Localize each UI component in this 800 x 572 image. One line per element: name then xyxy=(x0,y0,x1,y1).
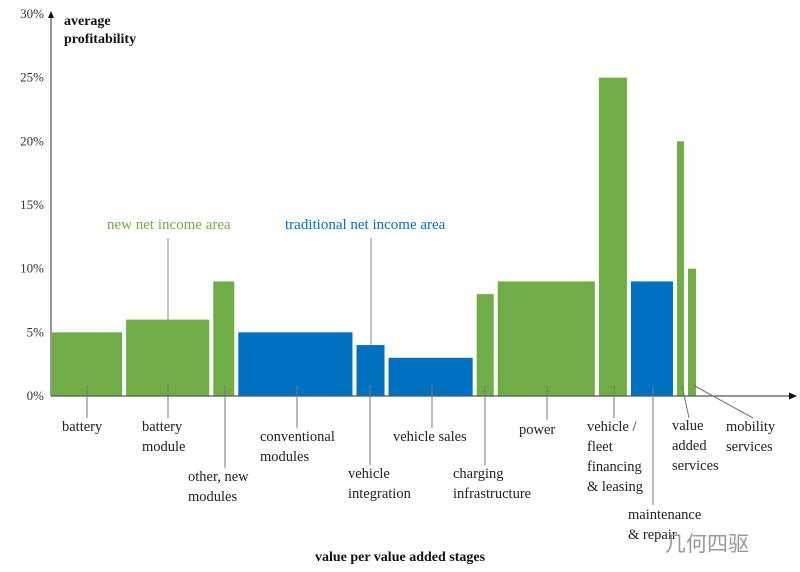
annotation-new: new net income area xyxy=(107,217,231,233)
x-category-label: power xyxy=(519,422,555,438)
y-tick-label: 5% xyxy=(27,324,45,339)
bar-charging-infrastructure xyxy=(476,294,494,396)
bar-vehicle-fleet-financing-leasing xyxy=(598,77,627,397)
x-category-label: vehicle / xyxy=(587,419,637,435)
y-tick-label: 20% xyxy=(20,133,44,148)
bar-vehicle-sales xyxy=(388,357,473,396)
y-tick-label: 0% xyxy=(27,388,45,403)
bar-battery-module xyxy=(126,319,210,396)
y-axis-label-line1: average xyxy=(64,14,111,29)
bar-other-new-modules xyxy=(213,281,235,396)
bar-maintenance-repair xyxy=(630,281,673,396)
x-category-label: & repair xyxy=(628,527,677,543)
x-axis-arrow xyxy=(789,392,797,400)
y-axis-arrow xyxy=(48,11,54,18)
y-tick-label: 10% xyxy=(20,261,44,276)
x-category-label: services xyxy=(672,458,719,474)
bar-power xyxy=(497,281,595,396)
y-axis-label-line2: profitability xyxy=(64,32,136,47)
x-category-label: vehicle sales xyxy=(393,429,467,445)
bar-value-added-services xyxy=(676,141,684,396)
y-tick-label: 15% xyxy=(20,197,44,212)
x-category-label: maintenance xyxy=(628,507,701,523)
x-category-label: & leasing xyxy=(587,479,643,495)
x-category-label: battery xyxy=(142,419,183,435)
x-category-label: fleet xyxy=(587,439,613,455)
x-category-label: battery xyxy=(62,419,103,435)
leader-line xyxy=(692,384,754,419)
x-axis-label: value per value added stages xyxy=(315,550,486,565)
x-category-label: value xyxy=(672,418,703,434)
x-category-label: vehicle xyxy=(348,466,390,482)
x-category-label: mobility xyxy=(726,419,776,435)
x-category-label: conventional xyxy=(260,429,335,445)
x-category-label: infrastructure xyxy=(453,486,531,502)
bar-conventional-modules xyxy=(238,332,353,396)
x-category-label: services xyxy=(726,439,773,455)
bar-mobility-services xyxy=(687,268,696,396)
x-category-label: module xyxy=(142,439,186,455)
x-category-label: charging xyxy=(453,466,503,482)
annotation-traditional: traditional net income area xyxy=(285,217,446,233)
y-tick-label: 30% xyxy=(20,6,44,21)
x-category-label: added xyxy=(672,438,707,454)
x-category-label: modules xyxy=(260,449,309,465)
x-category-label: modules xyxy=(188,489,237,505)
x-category-label: financing xyxy=(587,459,642,475)
y-tick-label: 25% xyxy=(20,70,44,85)
bar-vehicle-integration xyxy=(356,345,385,396)
leader-line xyxy=(681,384,690,419)
watermark: 几何四驱 xyxy=(665,532,749,556)
x-category-label: other, new xyxy=(188,469,249,485)
x-category-label: integration xyxy=(348,486,412,502)
